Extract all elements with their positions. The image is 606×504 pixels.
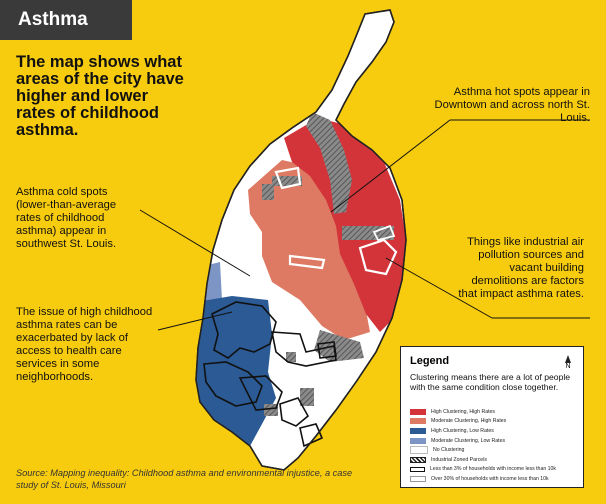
leader-line-coldspots (139, 209, 251, 277)
legend-swatch (410, 418, 426, 425)
north-label: N (565, 363, 571, 370)
legend-item: Over 30% of households with income less … (410, 474, 580, 484)
industrial-parcels-south (314, 330, 364, 362)
outline-over-30pct (372, 224, 396, 242)
headline: The map shows what areas of the city hav… (16, 53, 184, 139)
legend-item: No Clustering (410, 445, 580, 455)
region-moderate-high (248, 160, 370, 340)
legend-item-label: Over 30% of households with income less … (431, 475, 549, 482)
legend-title: Legend (410, 355, 450, 367)
legend-swatch (410, 427, 426, 434)
annotation-access: The issue of high childhood asthma rates… (16, 306, 153, 383)
north-arrow: N (561, 355, 575, 370)
legend: Legend N Clustering means there are a lo… (400, 346, 584, 488)
outline-under-3pct (299, 423, 324, 448)
outline-under-3pct (203, 361, 263, 407)
legend-item: Industrial Zoned Parcels (410, 455, 580, 465)
legend-item-label: No Clustering (433, 447, 465, 454)
source-citation: Source: Mapping inequality: Childhood as… (16, 468, 353, 490)
annotation-hotspots: Asthma hot spots appear in Downtown and … (434, 86, 590, 124)
leader-line-access (157, 311, 233, 331)
title-bar: Asthma (0, 0, 132, 40)
legend-item-label: Less than 3% of households with income l… (430, 466, 557, 473)
industrial-parcels-riverfront (306, 112, 352, 214)
outline-under-3pct (238, 375, 283, 411)
industrial-parcel (286, 352, 296, 362)
legend-swatch (410, 456, 426, 463)
legend-item: Moderate Clustering, Low Rates (410, 436, 580, 446)
leader-line-industrial (385, 257, 493, 319)
legend-item-label: Moderate Clustering, High Rates (431, 418, 507, 425)
annotation-coldspots: Asthma cold spots (lower-than-average ra… (16, 186, 117, 250)
legend-item-label: High Clustering, Low Rates (431, 427, 494, 434)
leader-line-hotspots (330, 119, 451, 213)
legend-item: Moderate Clustering, High Rates (410, 417, 580, 427)
outline-under-3pct (211, 301, 277, 359)
outline-over-30pct (358, 238, 398, 276)
page-title: Asthma (18, 9, 88, 30)
legend-item-label: Moderate Clustering, Low Rates (431, 437, 506, 444)
legend-item: High Clustering, Low Rates (410, 426, 580, 436)
legend-item-label: Industrial Zoned Parcels (431, 456, 487, 463)
legend-item: High Clustering, High Rates (410, 407, 580, 417)
legend-swatch (410, 408, 426, 415)
legend-swatch (410, 446, 428, 455)
legend-swatch (410, 475, 426, 482)
industrial-parcel (300, 388, 314, 406)
north-arrow-icon (565, 355, 571, 363)
legend-item-label: High Clustering, High Rates (431, 408, 496, 415)
outline-under-3pct (279, 397, 310, 427)
region-high-high (284, 118, 406, 332)
city-boundary-outline (195, 9, 407, 471)
annotation-industrial: Things like industrial air pollution sou… (458, 236, 584, 300)
industrial-parcel (264, 404, 278, 416)
legend-items: High Clustering, High Rates Moderate Clus… (410, 407, 580, 484)
legend-item: Less than 3% of households with income l… (410, 465, 580, 475)
outline-over-30pct (274, 166, 302, 190)
industrial-parcel (272, 176, 302, 186)
legend-swatch (410, 437, 426, 444)
outline-under-3pct (317, 341, 337, 359)
outline-over-30pct (288, 254, 326, 270)
industrial-parcel (262, 184, 274, 200)
legend-subtitle: Clustering means there are a lot of peop… (410, 372, 571, 392)
legend-swatch (410, 466, 425, 472)
outline-under-3pct (271, 331, 337, 367)
